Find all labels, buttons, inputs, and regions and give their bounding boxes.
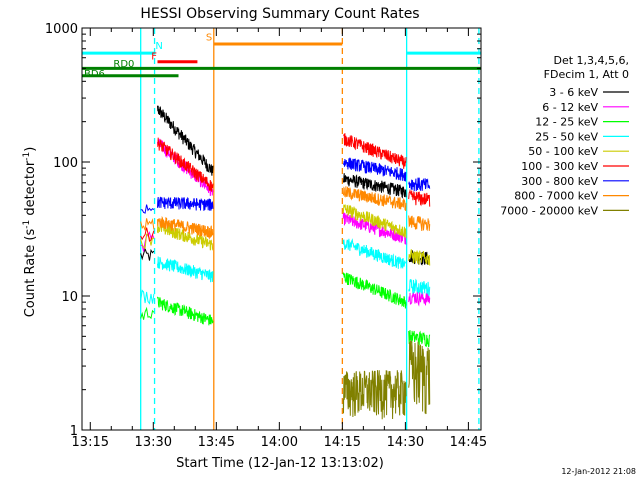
- series-trace: [408, 249, 431, 266]
- legend-label: 7000 - 20000 keV: [500, 204, 598, 217]
- series-trace: [140, 233, 155, 250]
- series-trace: [140, 204, 155, 214]
- flag-label-rd0: RD0: [113, 59, 134, 70]
- series-50-100-kev: [140, 204, 431, 266]
- legend-label: 100 - 300 keV: [521, 160, 598, 173]
- legend-label: 800 - 7000 keV: [514, 190, 598, 203]
- y-axis-label: Count Rate (s-1 detector-1): [22, 147, 38, 318]
- series-trace: [140, 247, 155, 261]
- series-100-300-kev: [140, 133, 431, 242]
- y-axis-label-main: Count Rate (s: [23, 229, 38, 318]
- legend-label: 50 - 100 keV: [528, 145, 598, 158]
- series-trace: [408, 177, 431, 192]
- y-axis-label-mid: detector: [23, 160, 38, 220]
- x-tick-label: 13:15: [72, 435, 109, 450]
- series-trace: [140, 289, 155, 305]
- series-trace: [157, 221, 214, 251]
- series-trace: [157, 138, 214, 197]
- flag-label-s: S: [206, 32, 212, 43]
- series-trace: [342, 238, 407, 269]
- series-trace: [342, 173, 407, 199]
- series-12-25-kev: [140, 272, 431, 348]
- series-trace: [343, 133, 407, 169]
- x-tick-label: 14:15: [324, 435, 361, 450]
- flag-label-f: F: [151, 52, 157, 63]
- series-trace: [140, 227, 155, 242]
- y-axis-label-sup2: -1: [22, 152, 32, 161]
- y-tick-label: 1: [70, 424, 78, 439]
- series-trace: [157, 196, 214, 211]
- x-tick-label: 14:00: [261, 435, 298, 450]
- y-tick-label: 10: [61, 290, 78, 305]
- y-axis-label-sup1: -1: [22, 220, 32, 229]
- legend-label: 3 - 6 keV: [549, 86, 598, 99]
- series-trace: [157, 137, 214, 192]
- legend-label: 12 - 25 keV: [535, 116, 598, 129]
- series-trace: [408, 340, 431, 415]
- x-tick-label: 13:30: [135, 435, 172, 450]
- legend-title-2: FDecim 1, Att 0: [544, 68, 629, 81]
- series-trace: [157, 256, 214, 283]
- legend-label: 6 - 12 keV: [542, 101, 598, 114]
- x-tick-label: 13:45: [198, 435, 235, 450]
- series-trace: [408, 188, 431, 207]
- timestamp: 12-Jan-2012 21:08: [561, 467, 636, 476]
- x-axis-label: Start Time (12-Jan-12 13:13:02): [176, 456, 384, 471]
- series-trace: [157, 105, 214, 176]
- series-800-7000-kev: [140, 186, 431, 240]
- x-tick-label: 14:45: [450, 435, 487, 450]
- series-trace: [157, 296, 214, 326]
- plot-clip-group: [82, 28, 481, 430]
- plot-frame: 1 10 100 1000 13:15 13:30 13:45 14:00 14:15 14:30…: [45, 22, 487, 450]
- series-trace: [140, 306, 155, 320]
- series-trace: [342, 157, 407, 182]
- series-trace: [342, 211, 407, 245]
- series-trace: [140, 218, 155, 231]
- plot-border: [81, 27, 482, 431]
- series-trace: [342, 370, 407, 420]
- flag-label-n: N: [155, 41, 162, 52]
- series-25-50-kev: [140, 238, 431, 305]
- series-trace: [342, 204, 407, 239]
- series-300-800-kev: [140, 157, 431, 214]
- y-tick-label: 100: [53, 156, 78, 171]
- series-trace: [157, 215, 214, 240]
- plot-area: NF S RD0 BD6: [82, 28, 481, 430]
- legend-label: 25 - 50 keV: [535, 130, 598, 143]
- flag-label-bd6: BD6: [84, 69, 105, 80]
- series-trace: [342, 186, 407, 212]
- x-tick-label: 14:30: [387, 435, 424, 450]
- series-trace: [342, 272, 407, 309]
- series-trace: [408, 215, 431, 232]
- y-tick-label: 1000: [45, 22, 78, 37]
- y-axis-label-end: ): [23, 147, 38, 152]
- chart-title: HESSI Observing Summary Count Rates: [140, 6, 419, 22]
- legend-label: 300 - 800 keV: [521, 175, 598, 188]
- series-trace: [408, 278, 431, 296]
- series-7000-20000-kev: [342, 340, 431, 420]
- legend-title-1: Det 1,3,4,5,6,: [553, 54, 629, 67]
- series-trace: [408, 291, 431, 307]
